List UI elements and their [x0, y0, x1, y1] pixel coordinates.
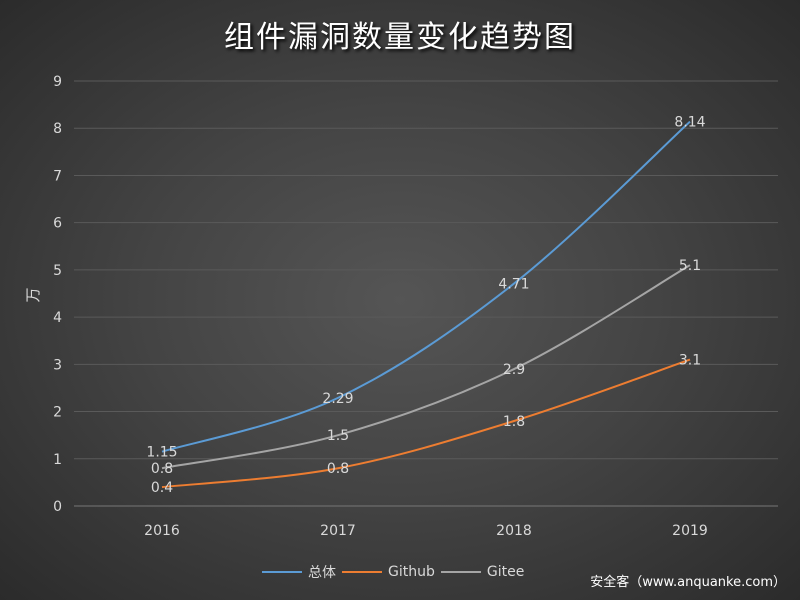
legend-swatch: [262, 571, 302, 573]
x-tick-label: 2018: [496, 523, 532, 539]
legend-item-github[interactable]: Github: [342, 564, 435, 580]
x-tick-label: 2019: [672, 523, 708, 539]
chart-title: 组件漏洞数量变化趋势图: [224, 20, 576, 55]
y-tick-label: 5: [53, 263, 62, 279]
watermark: 安全客（www.anquanke.com）: [590, 575, 786, 590]
data-label: 1.8: [503, 414, 525, 430]
data-label: 3.1: [679, 353, 701, 369]
data-label: 8.14: [674, 115, 705, 131]
data-label: 5.1: [679, 258, 701, 274]
legend-label: 总体: [308, 565, 336, 581]
y-tick-label: 7: [53, 168, 62, 184]
data-label: 2.29: [322, 391, 353, 407]
data-label: 2.9: [503, 362, 525, 378]
legend-swatch: [440, 571, 481, 573]
x-tick-label: 2017: [320, 523, 356, 539]
y-tick-label: 1: [53, 452, 62, 468]
legend-label: Gitee: [486, 564, 525, 580]
legend-swatch: [342, 571, 382, 573]
legend: 总体 Github Gitee: [262, 562, 530, 582]
y-tick-label: 0: [53, 499, 62, 515]
data-label: 1.15: [146, 445, 177, 461]
data-label: 0.4: [151, 480, 173, 496]
y-tick-label: 9: [53, 74, 62, 90]
series-line-Gitee: [161, 264, 691, 470]
data-label: 0.8: [151, 461, 173, 477]
x-tick-label: 2016: [144, 523, 180, 539]
legend-label: Github: [388, 564, 435, 580]
data-label: 4.71: [498, 277, 529, 293]
y-tick-label: 3: [53, 357, 62, 373]
y-tick-label: 4: [53, 310, 62, 326]
legend-item-gitee[interactable]: Gitee: [440, 564, 525, 580]
series-line-Github: [161, 358, 691, 489]
y-axis-label: 万: [24, 287, 42, 302]
y-tick-label: 6: [53, 216, 62, 232]
y-tick-label: 2: [53, 405, 62, 421]
legend-item-total[interactable]: 总体: [262, 562, 336, 582]
series-line-总体: [161, 120, 691, 453]
data-label: 1.5: [327, 428, 349, 444]
y-tick-label: 8: [53, 121, 62, 137]
data-label: 0.8: [327, 461, 349, 477]
